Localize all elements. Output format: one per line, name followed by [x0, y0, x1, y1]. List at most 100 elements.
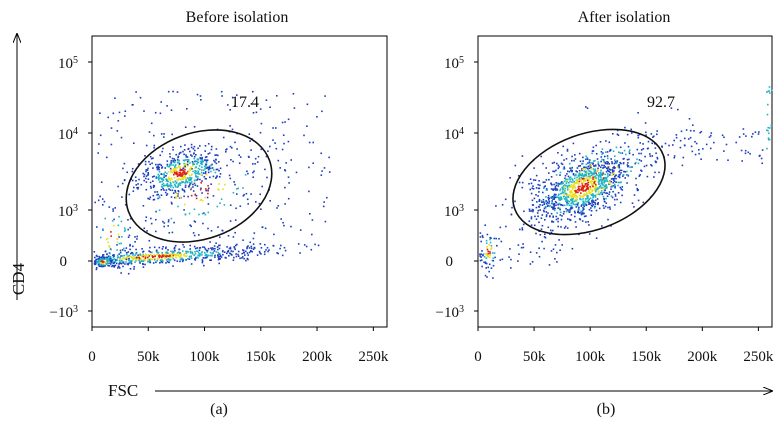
panel-b-event-dot [517, 244, 520, 246]
panel-b-event-dot [572, 173, 575, 175]
panel-b-event-dot [552, 216, 554, 218]
panel-b-event-dot [558, 199, 560, 201]
panel-a-event-dot [186, 161, 189, 163]
panel-a-event-dot [137, 163, 140, 165]
panel-b-event-dot [691, 150, 694, 153]
panel-a-event-dot [148, 198, 151, 200]
panel-a-event-dot [142, 172, 144, 175]
panel-a-event-dot [181, 188, 184, 190]
panel-a-event-dot [181, 178, 183, 180]
panel-a-event-dot [158, 246, 161, 249]
panel-b-event-dot [578, 218, 581, 220]
panel-b-event-dot [626, 164, 629, 166]
panel-a-event-dot [171, 184, 173, 187]
panel-b-event-dot [617, 184, 619, 187]
panel-b-event-dot [698, 149, 700, 151]
panel-a-event-dot [177, 195, 179, 197]
panel-a-event-dot [215, 162, 218, 165]
panel-b-event-dot [566, 204, 568, 206]
panel-a-event-dot [194, 253, 197, 255]
panel-b-event-dot [571, 159, 573, 162]
panel-a-event-dot [185, 255, 187, 258]
panel-b-event-dot [610, 178, 613, 180]
panel-a-event-dot [100, 256, 103, 258]
panel-b-event-dot [571, 166, 573, 169]
panel-b-event-dot [492, 277, 494, 279]
panel-a-event-dot [229, 125, 231, 127]
panel-b-event-dot [596, 158, 599, 160]
panel-b-event-dot [637, 134, 639, 137]
panel-a-event-dot [244, 254, 246, 256]
panel-b-event-dot [595, 144, 597, 147]
panel-b-event-dot [588, 192, 590, 195]
panel-a-event-dot [328, 156, 330, 159]
panel-b-event-dot [553, 161, 556, 164]
panel-b-event-dot [595, 153, 598, 155]
panel-a-event-dot [256, 161, 259, 163]
panel-a-event-dot [204, 248, 207, 250]
panel-b-event-dot [555, 189, 557, 191]
panel-b-xtick-label: 100k [575, 349, 606, 365]
panel-a-event-dot [150, 217, 152, 220]
panel-a-event-dot [147, 259, 149, 261]
panel-a-event-dot [322, 205, 325, 208]
panel-a-event-dot [121, 236, 123, 238]
panel-a-event-dot [177, 205, 179, 208]
panel-a-event-dot [187, 177, 189, 179]
panel-b-event-dot [602, 161, 605, 164]
panel-a-event-dot [173, 221, 175, 224]
panel-a-event-dot [169, 179, 171, 182]
panel-a-event-dot [241, 252, 243, 255]
panel-b-event-dot [521, 186, 524, 189]
panel-a-event-dot [277, 159, 280, 162]
panel-a-event-dot [178, 178, 180, 180]
panel-a-event-dot [218, 189, 220, 191]
panel-b-event-dot [593, 160, 595, 162]
panel-b-event-dot [533, 179, 535, 181]
panel-b-event-dot [565, 178, 567, 181]
panel-b-event-dot [567, 202, 570, 205]
panel-b-event-dot [612, 179, 615, 182]
panel-b-event-dot [618, 175, 620, 178]
panel-b-event-dot [546, 203, 548, 205]
panel-b-event-dot [555, 182, 557, 184]
panel-b-event-dot [543, 187, 545, 190]
panel-a-event-dot [149, 246, 151, 249]
panel-a-event-dot [219, 173, 222, 175]
panel-a-event-dot [197, 250, 199, 253]
panel-a-event-dot [244, 174, 247, 176]
panel-a-event-dot [116, 244, 118, 246]
panel-b-event-dot [591, 205, 594, 208]
panel-a-event-dot [182, 150, 184, 153]
panel-a-event-dot [167, 185, 170, 188]
panel-a-event-dot [162, 187, 164, 190]
panel-b-event-dot [684, 137, 686, 140]
panel-a-event-dot [216, 168, 219, 171]
panel-a-event-dot [142, 255, 145, 258]
panel-b-event-dot [533, 197, 536, 200]
panel-b-event-dot [586, 177, 588, 179]
panel-b-event-dot [565, 184, 567, 187]
panel-a-event-dot [205, 156, 208, 158]
panel-a-event-dot [162, 220, 164, 223]
panel-b-event-dot [587, 176, 590, 179]
panel-a-event-dot [93, 260, 96, 262]
panel-a-event-dot [111, 265, 113, 268]
panel-b-event-dot [595, 189, 597, 191]
panel-b-event-dot [541, 224, 544, 227]
panel-a-event-dot [238, 154, 240, 156]
panel-a-event-dot [101, 265, 103, 268]
panel-a-event-dot [169, 153, 171, 155]
panel-b-event-dot [523, 210, 525, 213]
panel-b-event-dot [673, 156, 676, 159]
panel-b-event-dot [618, 151, 620, 153]
panel-a-event-dot [265, 99, 268, 101]
panel-b-event-dot [583, 180, 585, 182]
panel-b-event-dot [594, 199, 597, 202]
panel-b-event-dot [593, 172, 595, 174]
panel-a-event-dot [258, 202, 261, 205]
panel-b-event-dot [531, 261, 534, 263]
panel-a-event-dot [156, 253, 158, 256]
panel-b-event-dot [613, 185, 615, 187]
panel-a-event-dot [145, 169, 148, 171]
